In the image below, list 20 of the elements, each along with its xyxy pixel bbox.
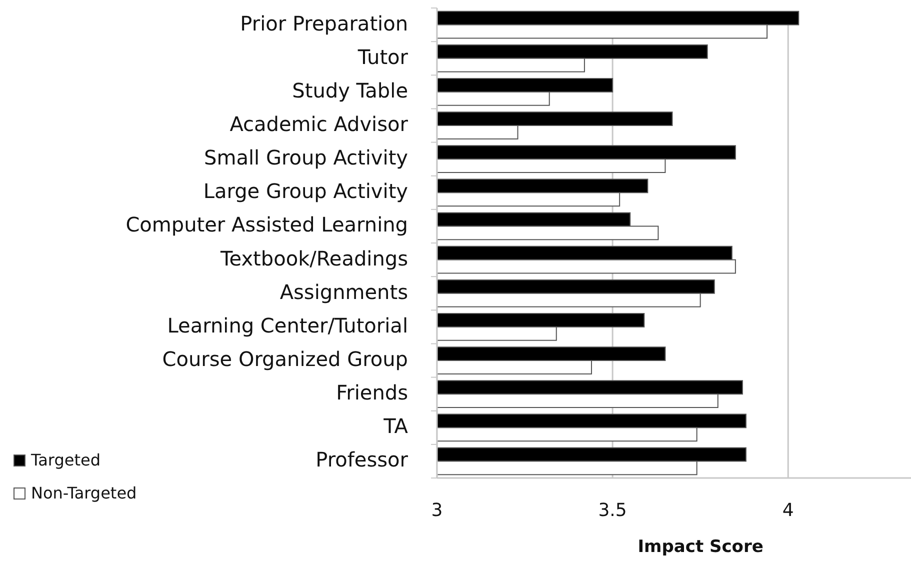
y-tick-label: Study Table [292, 78, 408, 102]
legend-label: Non-Targeted [31, 483, 137, 502]
x-axis-title: Impact Score [638, 537, 764, 557]
y-tick-label: Learning Center/Tutorial [167, 313, 408, 338]
x-tick-label: 4 [782, 500, 794, 521]
y-tick-label: Small Group Activity [204, 146, 408, 170]
x-tick-label: 3 [431, 500, 443, 521]
y-tick-label: Prior Preparation [240, 11, 408, 36]
y-tick-label: Professor [316, 448, 409, 472]
y-tick-label: Textbook/Readings [219, 246, 408, 270]
y-tick-label: Assignments [280, 280, 408, 304]
y-tick-label: Tutor [356, 44, 409, 69]
y-tick-label: Academic Advisor [230, 112, 409, 136]
y-tick-label: Friends [336, 380, 408, 405]
y-tick-label: Computer Assisted Learning [126, 212, 408, 237]
legend-label: Targeted [30, 450, 100, 470]
y-tick-label: TA [382, 414, 408, 438]
x-tick-label: 3.5 [598, 500, 627, 521]
y-tick-label: Large Group Activity [203, 179, 408, 204]
y-tick-label: Course Organized Group [162, 346, 408, 371]
